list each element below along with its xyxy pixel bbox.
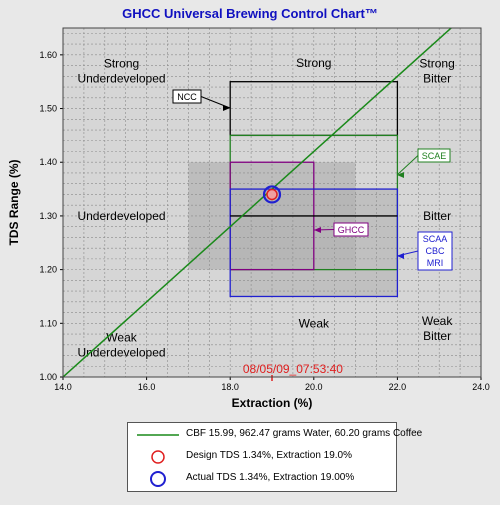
callout-scaa-label: SCAA (423, 234, 448, 244)
region-label: Underdeveloped (77, 71, 165, 85)
y-tick-label: 1.10 (39, 318, 57, 328)
plot-frame (62, 27, 482, 378)
callout-ghcc-arrow (314, 227, 321, 233)
legend-label-brew-line: CBF 15.99, 962.47 grams Water, 60.20 gra… (186, 428, 423, 439)
callout-ncc-arrow (223, 105, 230, 111)
y-tick-label: 1.00 (39, 372, 57, 382)
x-tick-label: 18.0 (221, 382, 239, 392)
region-label: Strong (419, 56, 454, 70)
y-tick-label: 1.30 (39, 211, 57, 221)
callout-scae-arrow (397, 172, 404, 178)
legend-design-swatch (151, 450, 165, 464)
y-tick-label: 1.20 (39, 265, 57, 275)
region-label: Bitter (423, 71, 451, 85)
zone-scaa (229, 188, 399, 298)
callout-scae-label: SCAE (422, 151, 447, 161)
legend-item-actual: Actual TDS 1.34%, Extraction 19.00% (128, 469, 396, 489)
legend-label-actual: Actual TDS 1.34%, Extraction 19.00% (186, 472, 355, 483)
design-point (266, 188, 278, 201)
legend-item-design: Design TDS 1.34%, Extraction 19.0% (128, 447, 396, 467)
timestamp-label: 08/05/09_07:53:40 (243, 362, 343, 376)
x-tick-label: 14.0 (54, 382, 72, 392)
chart-title: GHCC Universal Brewing Control Chart™ (122, 6, 378, 21)
x-tick-label: 16.0 (138, 382, 156, 392)
x-tick-label: 20.0 (305, 382, 323, 392)
callout-ghcc-label: GHCC (338, 225, 365, 235)
region-label: Underdeveloped (77, 345, 165, 359)
callout-scaa-label: CBC (425, 246, 445, 256)
x-axis-label: Extraction (%) (232, 396, 313, 410)
legend: CBF 15.99, 962.47 grams Water, 60.20 gra… (127, 422, 422, 492)
legend-line-swatch (137, 434, 179, 436)
legend-label-design: Design TDS 1.34%, Extraction 19.0% (186, 450, 353, 461)
callout-scaa-arrow (397, 253, 404, 259)
x-tick-label: 24.0 (472, 382, 490, 392)
y-tick-label: 1.40 (39, 157, 57, 167)
y-tick-label: 1.50 (39, 104, 57, 114)
region-label: Bitter (423, 329, 451, 343)
callout-ncc-label: NCC (177, 92, 197, 102)
legend-item-brew-line: CBF 15.99, 962.47 grams Water, 60.20 gra… (128, 425, 422, 445)
y-axis-label: TDS Range (%) (7, 159, 21, 245)
callout-scae-leader (396, 155, 419, 176)
legend-actual-swatch (150, 471, 166, 487)
y-tick-label: 1.60 (39, 50, 57, 60)
actual-point (262, 185, 282, 204)
region-label: Strong (104, 56, 139, 70)
region-label: Underdeveloped (77, 209, 165, 223)
callout-scaa-label: MRI (427, 258, 444, 268)
region-label: Strong (296, 56, 331, 70)
region-label: Weak (299, 316, 330, 330)
region-label: Weak (106, 330, 137, 344)
region-label: Weak (422, 314, 453, 328)
region-label: Bitter (423, 209, 451, 223)
x-tick-label: 22.0 (389, 382, 407, 392)
